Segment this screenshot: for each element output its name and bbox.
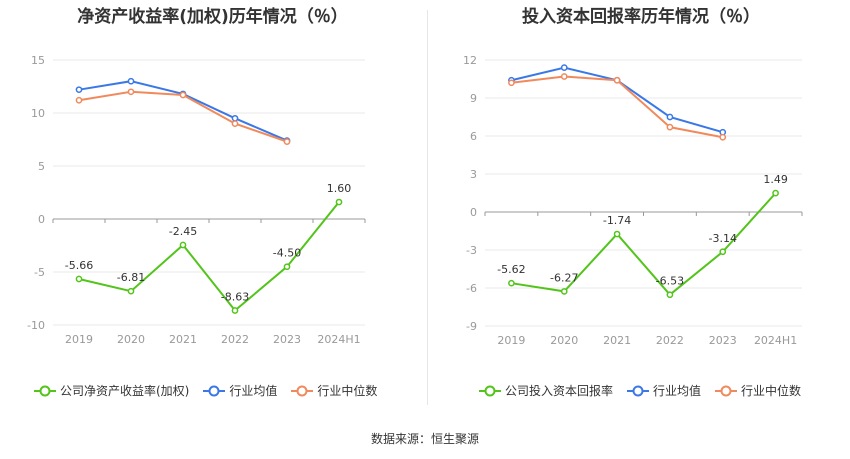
data-label: -6.53 <box>656 275 684 288</box>
x-tick-label: 2024H1 <box>754 334 797 347</box>
legend-item[interactable]: 公司净资产收益率(加权) <box>34 382 189 399</box>
data-point <box>560 64 568 71</box>
x-tick-label: 2023 <box>709 334 737 347</box>
legend-marker-icon <box>479 385 501 396</box>
legend-label: 公司投入资本回报率 <box>505 384 614 398</box>
data-point <box>666 291 674 299</box>
series-line <box>78 201 340 312</box>
x-tick-label: 2023 <box>273 333 301 346</box>
data-point <box>231 307 239 314</box>
data-point <box>75 275 83 283</box>
x-tick-label: 2020 <box>117 333 145 346</box>
series-line <box>511 192 777 297</box>
data-point <box>666 113 674 121</box>
chart-title-roic: 投入资本回报率历年情况（％） <box>522 7 760 27</box>
data-label: 1.60 <box>327 182 352 195</box>
y-tick-label: 0 <box>38 213 45 226</box>
data-point <box>127 88 135 96</box>
legend-marker-icon <box>291 385 314 396</box>
series-line <box>78 90 288 143</box>
legend-marker-icon <box>34 385 56 396</box>
data-point <box>283 138 291 145</box>
data-label: -1.74 <box>603 214 631 227</box>
data-point <box>719 133 727 141</box>
data-point <box>75 86 83 94</box>
data-label: -6.81 <box>117 271 145 284</box>
series-line <box>511 75 723 139</box>
data-label: -6.27 <box>550 271 578 284</box>
legend-marker-icon <box>627 385 650 396</box>
data-label: -2.45 <box>169 225 197 238</box>
y-tick-label: -10 <box>27 319 45 332</box>
x-tick-label: 2019 <box>65 333 93 346</box>
y-tick-label: 12 <box>463 54 477 67</box>
data-point <box>127 77 135 85</box>
roic-legend: 公司投入资本回报率 行业均值 行业中位数 <box>479 382 815 399</box>
legend-item[interactable]: 行业均值 <box>203 382 277 399</box>
data-point <box>179 91 187 99</box>
y-tick-label: 15 <box>31 54 45 67</box>
data-label: -4.50 <box>273 247 301 260</box>
x-tick-label: 2021 <box>603 334 631 347</box>
data-label: 1.49 <box>763 173 788 186</box>
y-tick-label: 10 <box>31 107 45 120</box>
x-tick-label: 2019 <box>497 334 525 347</box>
y-tick-label: -6 <box>466 282 477 295</box>
data-label: -5.62 <box>497 263 525 276</box>
panel-divider <box>427 10 428 405</box>
data-point <box>283 263 291 271</box>
legend-label: 行业均值 <box>653 384 702 398</box>
x-tick-label: 2022 <box>221 333 249 346</box>
data-point <box>508 279 515 287</box>
data-point <box>179 241 187 249</box>
roic-chart: -9 -6 -3 0 3 6 9 12 2019 2020 2021 2022 2023 2024H1 -5… <box>463 54 803 347</box>
x-tick-label: 2021 <box>169 333 197 346</box>
roe-legend: 公司净资产收益率(加权) 行业均值 行业中位数 <box>34 382 391 399</box>
data-point <box>560 73 568 80</box>
data-point <box>231 114 239 122</box>
legend-item[interactable]: 行业均值 <box>627 382 701 399</box>
x-tick-label: 2020 <box>550 334 578 347</box>
legend-label: 行业中位数 <box>317 384 378 398</box>
data-label: -3.14 <box>709 232 737 245</box>
y-tick-label: -9 <box>466 320 477 333</box>
data-point <box>231 120 239 127</box>
x-tick-label: 2022 <box>656 334 684 347</box>
y-tick-label: 6 <box>470 130 477 143</box>
y-tick-label: 3 <box>470 168 477 181</box>
data-point <box>613 230 621 238</box>
data-point <box>127 287 135 295</box>
legend-marker-icon <box>203 385 226 396</box>
data-source-footer: 数据来源：恒生聚源 <box>370 432 479 446</box>
legend-label: 行业中位数 <box>741 384 802 398</box>
legend-item[interactable]: 行业中位数 <box>715 382 801 399</box>
chart-title-roe: 净资产收益率(加权)历年情况（％） <box>77 7 348 27</box>
data-point <box>772 189 779 197</box>
data-point <box>560 288 568 295</box>
y-tick-label: 5 <box>38 160 45 173</box>
roe-chart: -10 -5 0 5 10 15 2019 2020 2021 2022 2023 2024H1 -5.… <box>27 54 366 346</box>
data-point <box>666 123 674 131</box>
data-point <box>75 96 83 104</box>
x-tick-label: 2024H1 <box>317 333 360 346</box>
y-tick-label: 9 <box>470 92 477 105</box>
legend-label: 公司净资产收益率(加权) <box>60 384 190 398</box>
data-point <box>335 198 343 206</box>
legend-item[interactable]: 行业中位数 <box>291 382 377 399</box>
data-point <box>508 79 515 87</box>
y-tick-label: -5 <box>34 266 45 279</box>
y-tick-label: 0 <box>470 206 477 219</box>
legend-marker-icon <box>715 385 738 396</box>
data-point <box>613 76 621 84</box>
y-tick-label: -3 <box>466 244 477 257</box>
legend-item[interactable]: 公司投入资本回报率 <box>479 382 613 399</box>
data-point <box>719 248 727 256</box>
data-label: -5.66 <box>65 259 93 272</box>
legend-label: 行业均值 <box>229 384 278 398</box>
data-label: -8.63 <box>221 290 249 303</box>
